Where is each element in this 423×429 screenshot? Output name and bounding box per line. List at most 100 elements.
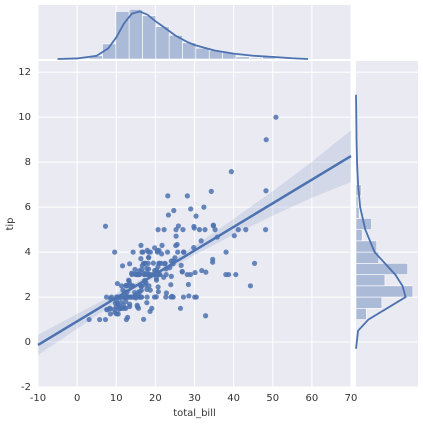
kde-curve (355, 94, 407, 349)
scatter-point (125, 294, 131, 300)
scatter-point (154, 249, 161, 255)
scatter-point (192, 294, 198, 300)
scatter-point (107, 311, 114, 317)
x-tick-label: 30 (188, 393, 201, 404)
histogram-bar (355, 308, 367, 320)
y-tick-label: 0 (25, 337, 31, 348)
scatter-point (223, 249, 229, 255)
scatter-point (165, 212, 172, 218)
y-tick-label: 12 (18, 67, 31, 78)
scatter-point (144, 294, 150, 300)
scatter-point (127, 261, 133, 267)
scatter-point (147, 287, 153, 293)
scatter-point (135, 271, 141, 278)
scatter-point (138, 256, 144, 262)
scatter-point (135, 305, 142, 311)
scatter-point (145, 254, 152, 261)
x-tick-label: -10 (30, 393, 46, 404)
scatter-point (147, 249, 153, 255)
scatter-point (86, 316, 92, 323)
kde-curve (57, 10, 309, 60)
scatter-point (180, 227, 186, 233)
scatter-point (130, 249, 136, 255)
scatter-point (164, 249, 171, 255)
scatter-point (231, 233, 237, 239)
scatter-point (150, 260, 156, 266)
histogram-bar (235, 56, 250, 60)
scatter-point (132, 266, 138, 273)
scatter-point (165, 193, 171, 199)
scatter-point (263, 137, 269, 143)
scatter-point (163, 290, 170, 296)
histogram-bar (142, 15, 157, 60)
scatter-point (226, 271, 232, 278)
scatter-point (168, 282, 174, 288)
y-tick-label: 10 (18, 112, 31, 123)
scatter-point (123, 298, 129, 305)
scatter-point (184, 193, 190, 199)
scatter-point (163, 294, 169, 300)
scatter-point (119, 263, 126, 269)
scatter-point (139, 249, 145, 255)
scatter-point (97, 316, 103, 323)
scatter-point (179, 268, 185, 275)
histogram-bar (355, 263, 408, 275)
histogram-bar (195, 47, 210, 60)
scatter-point (131, 294, 137, 300)
scatter-point (251, 260, 258, 266)
scatter-point (152, 245, 158, 251)
scatter-point (140, 316, 147, 322)
scatter-point (129, 271, 135, 278)
scatter-point (233, 271, 239, 278)
scatter-point (147, 308, 153, 315)
scatter-point (112, 249, 118, 255)
histogram-bar (128, 9, 143, 60)
scatter-point (161, 274, 167, 280)
scatter-point (173, 233, 179, 239)
scatter-point (126, 278, 132, 284)
y-tick-label: 6 (25, 202, 31, 213)
scatter-point (199, 267, 205, 274)
scatter-point (202, 313, 209, 319)
y-axis-label: tip (5, 217, 16, 230)
histogram-bar (355, 296, 383, 309)
scatter-point (196, 227, 203, 233)
x-tick-label: 40 (227, 393, 240, 404)
scatter-point (145, 266, 152, 272)
scatter-point (113, 311, 120, 317)
x-tick-label: 70 (345, 393, 358, 404)
scatter-point (198, 238, 204, 244)
scatter-point (188, 206, 194, 212)
scatter-point (155, 289, 161, 295)
histogram-bar (355, 195, 359, 208)
scatter-point (262, 227, 269, 233)
scatter-point (144, 300, 150, 306)
scatter-point (273, 114, 279, 120)
y-tick-label: 2 (25, 292, 31, 303)
x-tick-label: 50 (266, 393, 279, 404)
scatter-point (185, 281, 191, 288)
histogram-bar (355, 229, 363, 242)
scatter-point (247, 283, 254, 289)
scatter-point (186, 293, 192, 299)
scatter-point (184, 271, 190, 278)
right-marginal-area (356, 61, 418, 387)
scatter-point (228, 169, 234, 175)
x-tick-label: 0 (74, 393, 80, 404)
histogram-bar (355, 206, 360, 219)
scatter-point (172, 255, 178, 261)
histogram-bar (355, 274, 386, 287)
scatter-point (102, 223, 109, 229)
scatter-point (155, 284, 161, 290)
scatter-point (181, 249, 187, 255)
scatter-point (138, 266, 145, 273)
scatter-point (175, 223, 182, 229)
scatter-point (103, 294, 110, 300)
scatter-point (173, 242, 179, 249)
scatter-point (175, 249, 181, 255)
scatter-point (135, 294, 141, 300)
scatter-point (118, 283, 125, 289)
scatter-point (116, 306, 122, 312)
scatter-point (168, 294, 174, 300)
